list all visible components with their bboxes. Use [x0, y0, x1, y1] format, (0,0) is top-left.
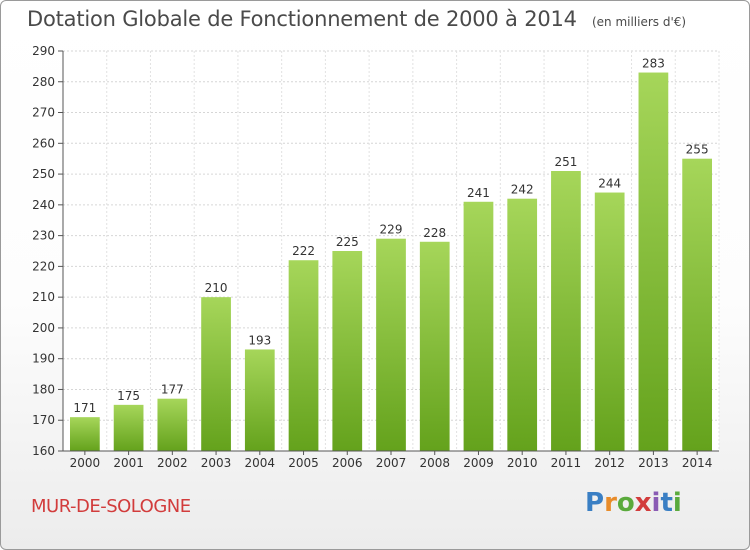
chart-unit-note: (en milliers d'€)	[591, 15, 687, 29]
place-name: MUR-DE-SOLOGNE	[31, 496, 191, 517]
y-tick-label: 240	[32, 198, 55, 212]
y-tick-label: 290	[32, 44, 55, 58]
bar	[682, 158, 713, 451]
y-tick-label: 220	[32, 259, 55, 273]
proxiti-logo: Proxiti	[585, 488, 682, 518]
logo-letter: t	[660, 488, 673, 518]
logo-letter: P	[585, 488, 605, 518]
bar	[288, 260, 319, 451]
bar-value-label: 251	[554, 155, 577, 169]
bar-value-label: 225	[336, 235, 359, 249]
y-tick-label: 170	[32, 413, 55, 427]
y-tick-label: 210	[32, 290, 55, 304]
bar	[157, 398, 188, 451]
x-tick-label: 2008	[419, 456, 450, 470]
bar-value-label: 242	[511, 183, 534, 197]
chart-title-block: Dotation Globale de Fonctionnement de 20…	[27, 7, 686, 31]
x-tick-label: 2009	[463, 456, 494, 470]
axis-layer: 160 170 180 190 200 210 220 230 240 250 260 270 280 2…	[32, 44, 719, 470]
bar-value-label: 255	[686, 143, 709, 157]
bar	[201, 297, 231, 451]
logo-letter: i	[672, 488, 682, 518]
x-tick-label: 2006	[332, 456, 363, 470]
y-tick-label: 280	[32, 75, 55, 89]
bar-layer: 171 175 177 210 193 222 225 229 228 241 242 251 244 2…	[69, 57, 713, 452]
x-tick-label: 2005	[288, 456, 319, 470]
y-tick-label: 190	[32, 352, 55, 366]
x-tick-label: 2010	[507, 456, 538, 470]
x-tick-label: 2007	[376, 456, 407, 470]
bar	[113, 404, 144, 451]
bar-value-label: 222	[292, 244, 315, 258]
bar-value-label: 171	[73, 401, 96, 415]
y-tick-label: 160	[32, 444, 55, 458]
y-tick-label: 230	[32, 229, 55, 243]
bar-value-label: 228	[423, 226, 446, 240]
logo-letter: x	[634, 488, 652, 518]
x-tick-label: 2011	[551, 456, 582, 470]
bar-value-label: 193	[248, 333, 271, 347]
bar-value-label: 175	[117, 389, 140, 403]
bar	[507, 198, 538, 451]
y-tick-label: 180	[32, 382, 55, 396]
bar-value-label: 229	[380, 223, 403, 237]
bar-value-label: 210	[205, 281, 228, 295]
logo-letter: o	[616, 488, 635, 518]
bar	[551, 171, 581, 451]
bar-value-label: 241	[467, 186, 490, 200]
chart-title: Dotation Globale de Fonctionnement de 20…	[27, 7, 577, 31]
bar-value-label: 177	[161, 383, 184, 397]
bar	[419, 241, 450, 451]
bar	[463, 201, 494, 451]
logo-letter: r	[604, 488, 617, 518]
bar	[638, 72, 669, 452]
bar	[244, 349, 275, 451]
bar	[376, 238, 406, 451]
x-tick-label: 2004	[245, 456, 276, 470]
x-tick-label: 2013	[638, 456, 669, 470]
logo-letter: i	[651, 488, 661, 518]
x-tick-label: 2000	[70, 456, 101, 470]
y-tick-label: 260	[32, 136, 55, 150]
x-tick-label: 2014	[682, 456, 713, 470]
bar-value-label: 283	[642, 57, 665, 71]
y-tick-label: 200	[32, 321, 55, 335]
y-tick-label: 250	[32, 167, 55, 181]
bar	[69, 417, 100, 451]
bar	[332, 251, 363, 451]
x-tick-label: 2012	[594, 456, 625, 470]
x-tick-label: 2003	[201, 456, 232, 470]
bar-value-label: 244	[598, 177, 621, 191]
x-tick-label: 2001	[113, 456, 144, 470]
y-tick-label: 270	[32, 106, 55, 120]
bar	[594, 192, 625, 452]
x-tick-label: 2002	[157, 456, 188, 470]
